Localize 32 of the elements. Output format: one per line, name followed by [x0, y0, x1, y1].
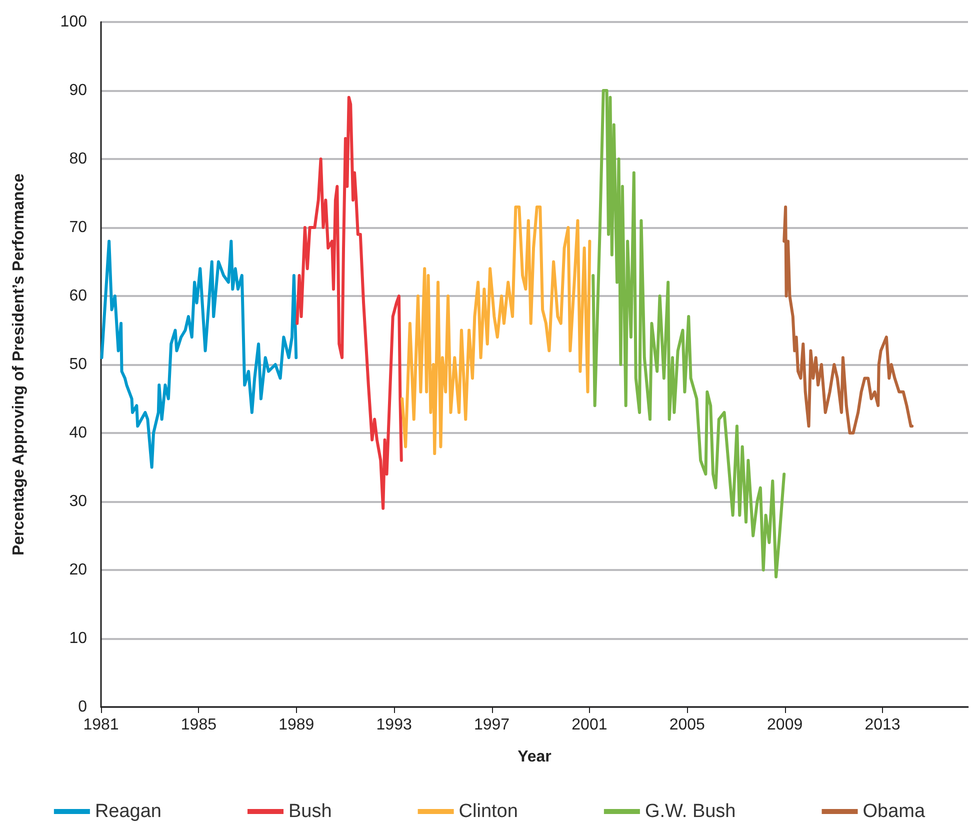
line-series [782, 205, 914, 434]
y-tick-label: 100 [60, 14, 88, 30]
y-tick-label: 90 [69, 82, 88, 99]
y-tick-label: 80 [69, 150, 88, 168]
line-series [100, 240, 298, 469]
legend-label: Reagan [94, 801, 162, 822]
y-tick-label: 10 [69, 630, 88, 647]
x-tick-label: 2013 [864, 716, 900, 734]
line-series [592, 89, 786, 578]
line-series [296, 96, 403, 510]
y-axis-title: Percentage Approving of President’s Performance [10, 173, 28, 556]
x-tick-label: 1997 [474, 716, 510, 734]
y-tick-label: 70 [69, 219, 88, 236]
x-tick-label: 2001 [572, 716, 608, 734]
y-tick-label: 50 [69, 356, 88, 373]
legend-label: Obama [862, 801, 926, 822]
line-series [400, 205, 592, 456]
y-tick-label: 0 [78, 698, 88, 716]
x-axis-title: Year [518, 748, 552, 766]
x-tick-label: 2005 [669, 716, 706, 734]
legend-label: Bush [288, 801, 332, 822]
y-tick-label: 20 [69, 562, 88, 578]
legend-label: G.W. Bush [644, 801, 736, 822]
x-tick-label: 2009 [767, 716, 803, 734]
legend-label: Clinton [458, 801, 518, 822]
x-tick-label: 1981 [83, 716, 119, 734]
y-tick-label: 40 [69, 424, 88, 442]
y-tick-label: 60 [69, 288, 88, 304]
x-tick-label: 1993 [376, 716, 412, 734]
x-tick-label: 1985 [180, 716, 217, 734]
x-tick-label: 1989 [278, 716, 314, 734]
y-tick-label: 30 [69, 493, 88, 510]
